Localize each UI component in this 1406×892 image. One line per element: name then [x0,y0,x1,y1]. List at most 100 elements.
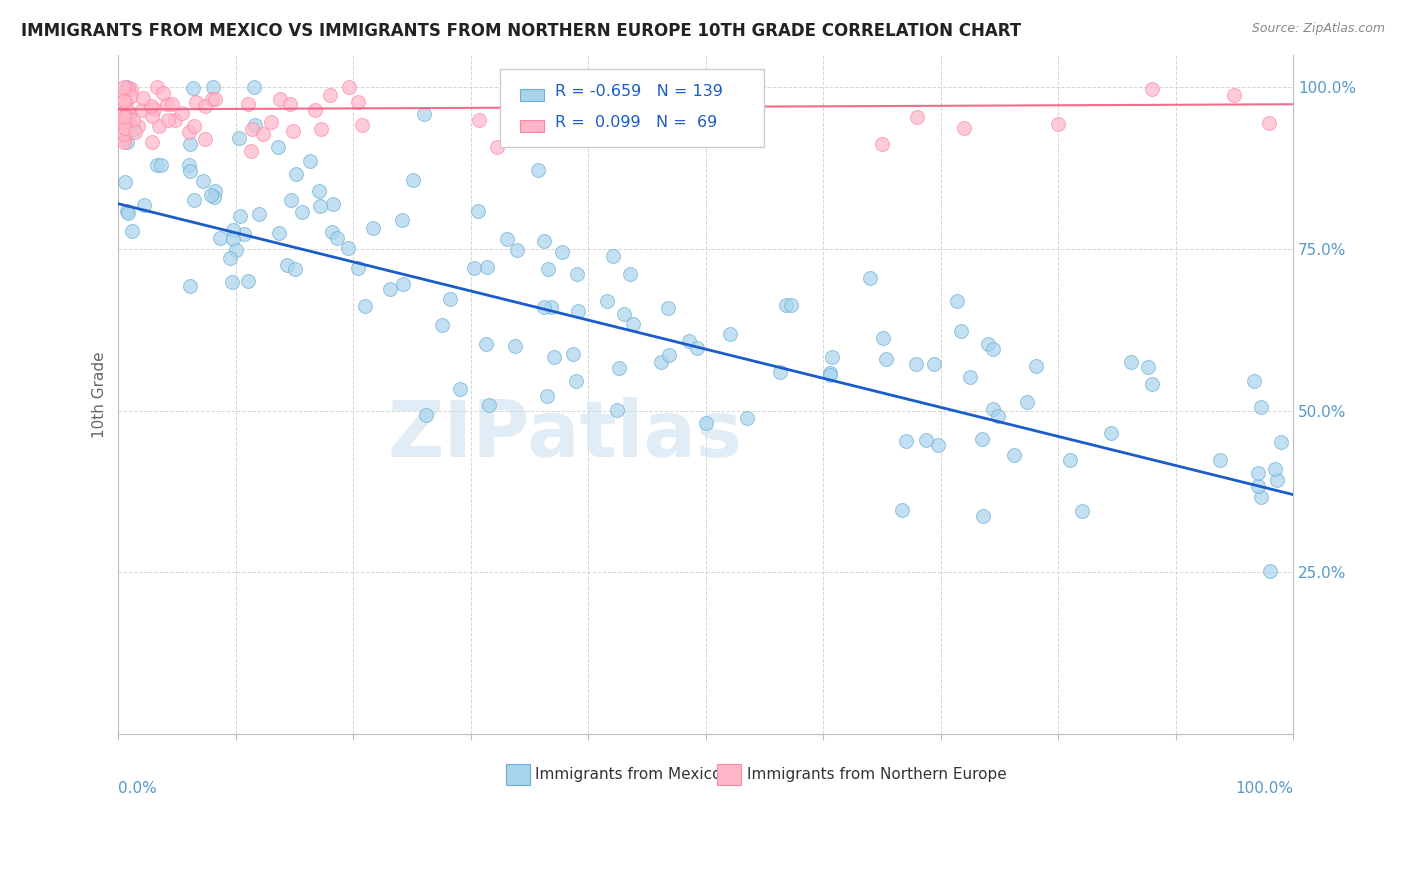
Point [972,508,994,523]
Point [413,107,436,121]
Point [820,366,842,380]
Text: ZIPatlas: ZIPatlas [387,397,742,473]
Point [285,167,308,181]
Point [540,300,562,314]
Point [463,260,485,275]
Point [200,188,222,202]
Text: IMMIGRANTS FROM MEXICO VS IMMIGRANTS FROM NORTHERN EUROPE 10TH GRADE CORRELATION: IMMIGRANTS FROM MEXICO VS IMMIGRANTS FRO… [21,22,1021,40]
Point [561,90,583,104]
Point [202,189,225,203]
Point [120,106,142,120]
Point [240,121,263,136]
Point [685,341,707,355]
Point [204,184,226,198]
Point [179,136,201,151]
Point [503,339,526,353]
Point [112,94,135,108]
Point [112,132,135,146]
Point [238,274,260,288]
Point [160,97,183,112]
Point [439,292,461,306]
Point [820,368,842,383]
Point [308,185,330,199]
Point [228,131,250,145]
Point [112,105,135,120]
Point [527,163,550,178]
Point [269,226,291,240]
Point [415,408,437,422]
Point [496,232,519,246]
Point [131,103,153,118]
Point [959,369,981,384]
Point [402,173,425,187]
Point [148,119,170,133]
FancyBboxPatch shape [506,764,530,785]
Point [506,244,529,258]
Point [127,120,149,134]
Point [606,403,628,417]
Point [269,92,291,106]
Point [922,357,945,371]
Point [650,355,672,369]
Point [183,193,205,207]
Point [1059,452,1081,467]
Point [986,409,1008,423]
Point [678,334,700,348]
Point [562,347,585,361]
Point [194,132,217,146]
Point [120,89,142,103]
Point [114,120,136,135]
Point [894,434,917,449]
Point [905,110,928,124]
Point [607,360,630,375]
Point [170,105,193,120]
Point [278,96,301,111]
Point [183,119,205,133]
Text: R =  0.099   N =  69: R = 0.099 N = 69 [555,115,717,130]
Point [621,318,644,332]
Point [179,158,201,172]
Point [146,80,169,95]
Point [181,81,204,95]
Point [1247,479,1270,493]
Point [280,193,302,207]
Point [259,115,281,129]
Point [222,232,245,246]
Point [115,135,138,149]
Text: 0.0%: 0.0% [118,781,157,797]
Point [233,227,256,241]
Point [567,303,589,318]
Point [309,198,332,212]
Point [779,298,801,312]
Point [122,122,145,136]
Point [194,99,217,113]
Point [156,96,179,111]
Point [657,301,679,316]
Point [115,80,138,95]
Point [347,260,370,275]
Point [872,331,894,345]
Point [1002,448,1025,462]
Point [543,351,565,365]
Point [112,110,135,124]
Point [218,252,240,266]
Point [361,221,384,235]
Point [291,204,314,219]
Point [124,125,146,139]
Point [321,225,343,239]
Point [120,82,142,96]
Point [1250,490,1272,504]
Point [1071,504,1094,518]
Point [321,197,343,211]
Point [163,113,186,128]
Point [613,307,636,321]
Point [112,135,135,149]
Point [977,337,1000,351]
Point [1099,425,1122,440]
Point [533,234,555,248]
Point [221,275,243,289]
Point [945,294,967,309]
Point [152,86,174,100]
Point [228,209,250,223]
Point [602,249,624,263]
